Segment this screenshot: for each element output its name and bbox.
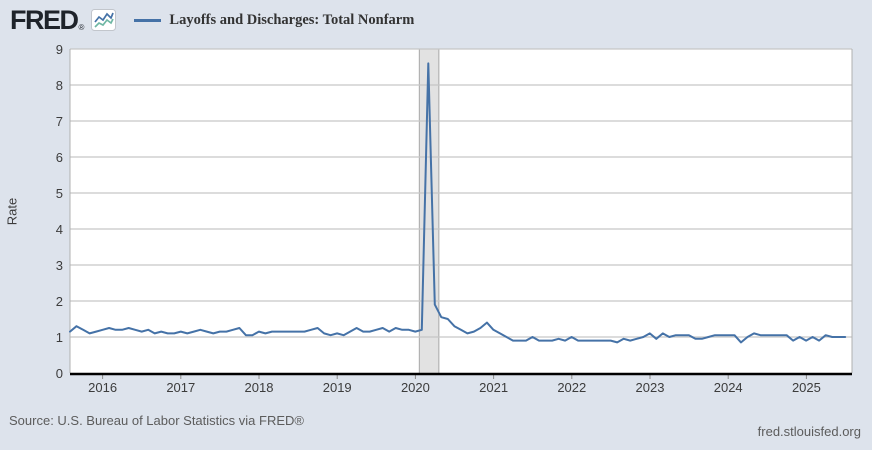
chart-legend: Layoffs and Discharges: Total Nonfarm (134, 12, 414, 29)
x-tick-label: 2024 (713, 380, 743, 395)
y-tick-label: 6 (55, 150, 63, 165)
legend-line-swatch (134, 18, 162, 22)
y-tick-label: 1 (55, 330, 63, 345)
fred-sparkline-icon (91, 9, 117, 31)
x-tick-label: 2017 (166, 380, 196, 395)
x-tick-label: 2018 (244, 380, 274, 395)
y-tick-label: 8 (55, 78, 63, 93)
source-attribution: Source: U.S. Bureau of Labor Statistics … (9, 413, 304, 428)
y-tick-label: 2 (55, 294, 63, 309)
x-tick-label: 2016 (88, 380, 118, 395)
x-tick-label: 2020 (400, 380, 430, 395)
fred-logo: FRED (10, 5, 79, 35)
y-tick-label: 5 (55, 186, 63, 201)
y-tick-label: 4 (55, 222, 63, 237)
x-tick-label: 2021 (479, 380, 509, 395)
y-tick-label: 3 (55, 258, 63, 273)
x-tick-label: 2019 (322, 380, 352, 395)
data-line (69, 62, 847, 344)
y-tick-label: 7 (55, 114, 63, 129)
x-tick-label: 2023 (635, 380, 665, 395)
y-axis-title: Rate (4, 197, 20, 226)
registered-trademark-icon: ® (78, 23, 85, 32)
x-tick-label: 2022 (557, 380, 587, 395)
y-tick-label: 9 (55, 42, 63, 57)
y-tick-label: 0 (55, 366, 63, 381)
x-tick-label: 2025 (791, 380, 821, 395)
fred-site-link[interactable]: fred.stlouisfed.org (757, 424, 861, 439)
chart-header: FRED ® Layoffs and Discharges: Total Non… (10, 5, 864, 35)
legend-series-label[interactable]: Layoffs and Discharges: Total Nonfarm (169, 11, 415, 28)
